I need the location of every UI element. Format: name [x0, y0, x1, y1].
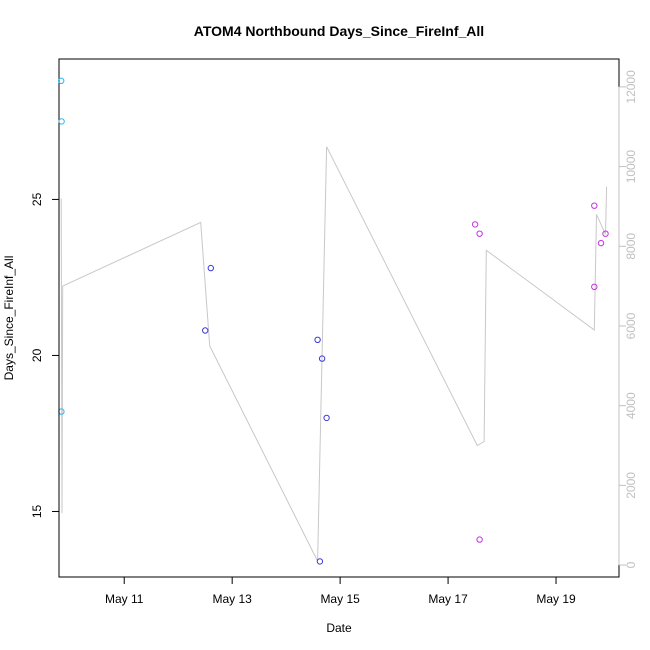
- y-axis-right: 0 2000 4000 6000 8000 10000 12000: [618, 70, 638, 568]
- scatter-points: [58, 77, 609, 565]
- y2-tick-label: 4000: [624, 392, 638, 419]
- x-axis-label: Date: [326, 621, 352, 635]
- x-tick-label: May 15: [320, 592, 360, 606]
- data-point: [58, 77, 65, 85]
- y-axis-left: 15 20 25: [30, 192, 60, 519]
- data-point: [471, 221, 479, 228]
- data-point: [602, 230, 609, 237]
- data-point: [591, 202, 598, 209]
- right-axis-line-series: [60, 146, 608, 562]
- x-tick-label: May 19: [536, 592, 576, 606]
- data-point: [58, 118, 65, 125]
- data-point: [476, 230, 483, 237]
- chart-title: ATOM4 Northbound Days_Since_FireInf_All: [194, 23, 484, 39]
- series-line: [60, 146, 608, 562]
- y2-tick-label: 10000: [624, 150, 638, 184]
- y-tick-label: 25: [30, 192, 44, 206]
- y-tick-label: 20: [30, 348, 44, 362]
- data-point: [318, 355, 326, 362]
- x-axis: May 11 May 13 May 15 May 17 May 19: [105, 576, 576, 606]
- y2-tick-label: 2000: [624, 472, 638, 499]
- data-point: [323, 414, 330, 422]
- data-point: [476, 536, 483, 543]
- data-point: [591, 283, 598, 290]
- y-tick-label: 15: [30, 505, 44, 519]
- y2-tick-label: 0: [624, 561, 638, 568]
- data-point: [202, 327, 209, 334]
- y2-tick-label: 12000: [624, 70, 638, 104]
- data-point: [597, 239, 605, 247]
- data-point: [316, 558, 324, 565]
- y2-tick-label: 6000: [624, 312, 638, 339]
- data-point: [314, 336, 321, 343]
- x-tick-label: May 13: [212, 592, 252, 606]
- y-axis-label: Days_Since_FireInf_All: [2, 256, 16, 381]
- y2-tick-label: 8000: [624, 233, 638, 260]
- x-tick-label: May 17: [428, 592, 468, 606]
- x-tick-label: May 11: [105, 592, 144, 606]
- plot-frame: [58, 58, 620, 578]
- data-point: [207, 264, 215, 272]
